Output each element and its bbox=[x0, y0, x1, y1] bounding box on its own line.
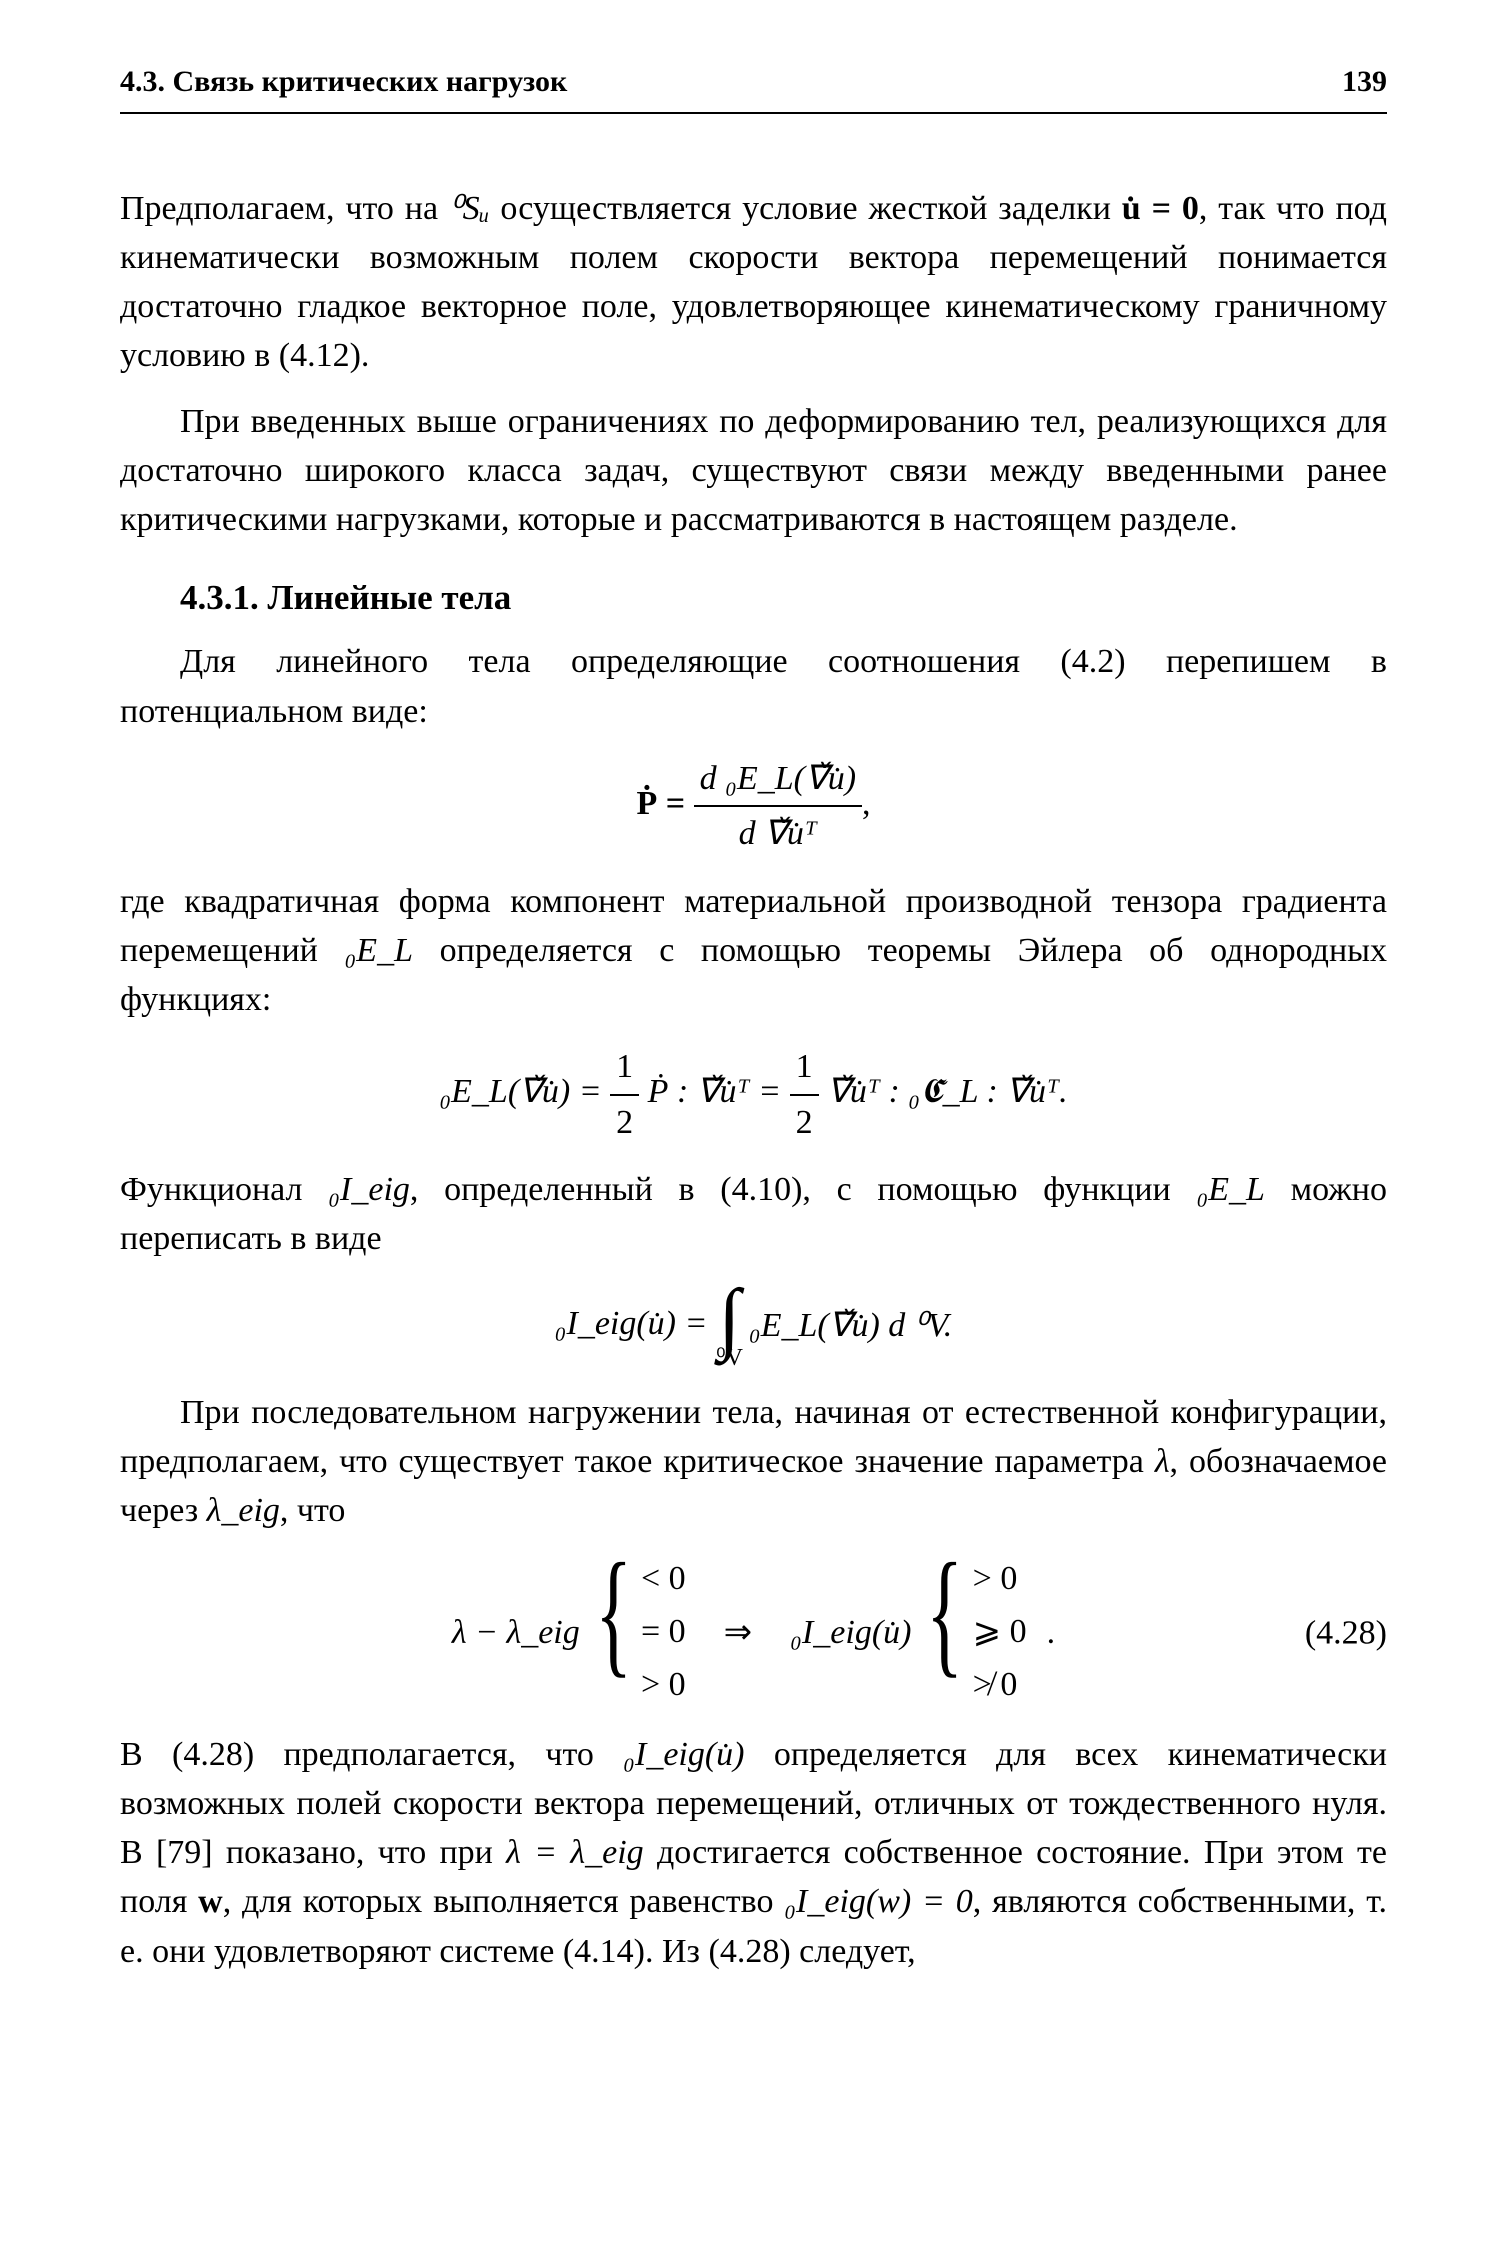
cases-left: { < 0 = 0 > 0 bbox=[594, 1553, 686, 1711]
text: Предполагаем, что на bbox=[120, 190, 449, 227]
text: В (4.28) предполагается, что bbox=[120, 1736, 623, 1773]
case-line: = 0 bbox=[641, 1606, 686, 1659]
math-num: 1 bbox=[790, 1042, 819, 1093]
math-lhs: ₀I_eig(u̇) = bbox=[555, 1304, 708, 1341]
header-section-title: Связь критических нагрузок bbox=[173, 65, 568, 98]
equation-content: λ − λ_eig { < 0 = 0 > 0 ⇒ ₀I_eig(u̇) { >… bbox=[452, 1553, 1055, 1711]
header-section-ref: 4.3. bbox=[120, 65, 165, 98]
case-line: ≯ 0 bbox=[973, 1659, 1027, 1712]
math-mid: Ṗ : ∇̌u̇ᵀ = bbox=[648, 1074, 781, 1111]
brace-icon: { bbox=[595, 1553, 632, 1711]
header-page-number: 139 bbox=[1342, 60, 1387, 104]
math-inline: ₀E_L bbox=[1196, 1171, 1265, 1208]
math-num: 1 bbox=[610, 1042, 639, 1093]
math-inline: λ = λ_eig bbox=[506, 1834, 644, 1871]
math-inline: ⁰Sᵤ bbox=[449, 190, 490, 227]
fraction: 1 2 bbox=[790, 1042, 819, 1147]
text: , для которых выполняется равенство bbox=[223, 1883, 785, 1920]
section-title: 4.3.1. Линейные тела bbox=[120, 573, 1387, 624]
paragraph-1: Предполагаем, что на ⁰Sᵤ осуществляется … bbox=[120, 184, 1387, 381]
text: Для линейного тела определяющие соотноше… bbox=[120, 643, 1387, 729]
math-rhs: ₀I_eig(u̇) bbox=[790, 1614, 911, 1651]
equation-content: ₀I_eig(u̇) = ∫ ⁰V ₀E_L(∇̌u̇) d ⁰V. bbox=[555, 1282, 953, 1370]
math-inline: λ_eig bbox=[207, 1492, 280, 1529]
header-left: 4.3. Связь критических нагрузок bbox=[120, 60, 567, 104]
case-line: < 0 bbox=[641, 1553, 686, 1606]
paragraph-2: При введенных выше ограничениях по дефор… bbox=[120, 397, 1387, 545]
integral-sign-icon: ∫ bbox=[718, 1282, 740, 1354]
case-line: > 0 bbox=[973, 1553, 1027, 1606]
integral-subscript: ⁰V bbox=[716, 1346, 743, 1370]
paragraph-5: Функционал ₀I_eig, определенный в (4.10)… bbox=[120, 1165, 1387, 1264]
math-inline: ₀E_L bbox=[344, 932, 413, 969]
text: При введенных выше ограничениях по дефор… bbox=[120, 403, 1387, 539]
integral-symbol: ∫ ⁰V bbox=[716, 1282, 743, 1370]
equation-1: Ṗ = d ₀E_L(∇̌u̇) d ∇̌u̇ᵀ , bbox=[120, 754, 1387, 859]
case-line: > 0 bbox=[641, 1659, 686, 1712]
running-header: 4.3. Связь критических нагрузок 139 bbox=[120, 60, 1387, 114]
paragraph-7: В (4.28) предполагается, что ₀I_eig(u̇) … bbox=[120, 1730, 1387, 1976]
cases-right: { > 0 ⩾ 0 ≯ 0 bbox=[925, 1553, 1026, 1711]
fraction: d ₀E_L(∇̌u̇) d ∇̌u̇ᵀ bbox=[694, 754, 862, 859]
page: 4.3. Связь критических нагрузок 139 Пред… bbox=[0, 0, 1497, 2251]
text: осуществляется условие жесткой заделки bbox=[490, 190, 1122, 227]
math-tail: . bbox=[1047, 1608, 1056, 1657]
math-lhs: ₀E_L(∇̌u̇) = bbox=[439, 1074, 601, 1111]
fraction: 1 2 bbox=[610, 1042, 639, 1147]
case-lines: > 0 ⩾ 0 ≯ 0 bbox=[965, 1553, 1027, 1711]
integral: ∫ ⁰V ₀E_L(∇̌u̇) d ⁰V. bbox=[716, 1282, 952, 1370]
case-line: ⩾ 0 bbox=[973, 1606, 1027, 1659]
equation-2: ₀E_L(∇̌u̇) = 1 2 Ṗ : ∇̌u̇ᵀ = 1 2 ∇̌u̇ᵀ :… bbox=[120, 1042, 1387, 1147]
math-num: d ₀E_L(∇̌u̇) bbox=[700, 760, 856, 797]
text: , определенный в (4.10), с помощью функц… bbox=[410, 1171, 1197, 1208]
math-tail: , bbox=[862, 785, 871, 822]
text: Функционал bbox=[120, 1171, 328, 1208]
math-inline: ₀I_eig bbox=[328, 1171, 410, 1208]
text: , что bbox=[280, 1492, 346, 1529]
equation-number: (4.28) bbox=[1305, 1608, 1387, 1657]
math-den: 2 bbox=[610, 1094, 639, 1147]
brace-icon: { bbox=[927, 1553, 964, 1711]
math-lhs: Ṗ = bbox=[636, 785, 685, 822]
math-lhs: λ − λ_eig bbox=[452, 1614, 580, 1651]
paragraph-6: При последовательном нагружении тела, на… bbox=[120, 1388, 1387, 1536]
equation-4: λ − λ_eig { < 0 = 0 > 0 ⇒ ₀I_eig(u̇) { >… bbox=[120, 1553, 1387, 1711]
math-integrand: ₀E_L(∇̌u̇) d ⁰V. bbox=[749, 1307, 952, 1344]
math-den: d ∇̌u̇ᵀ bbox=[739, 815, 817, 852]
case-lines: < 0 = 0 > 0 bbox=[633, 1553, 686, 1711]
math-inline: ₀I_eig(w) = 0 bbox=[784, 1883, 973, 1920]
equation-content: ₀E_L(∇̌u̇) = 1 2 Ṗ : ∇̌u̇ᵀ = 1 2 ∇̌u̇ᵀ :… bbox=[439, 1042, 1067, 1147]
paragraph-3: Для линейного тела определяющие соотноше… bbox=[120, 637, 1387, 736]
math-inline: w bbox=[198, 1883, 223, 1920]
math-mid: ∇̌u̇ᵀ : ₀𝕮̃_L : ∇̌u̇ᵀ. bbox=[827, 1074, 1068, 1111]
math-den: 2 bbox=[790, 1094, 819, 1147]
equation-content: Ṗ = d ₀E_L(∇̌u̇) d ∇̌u̇ᵀ , bbox=[636, 754, 870, 859]
paragraph-4: где квадратичная форма компонент материа… bbox=[120, 877, 1387, 1025]
math-inline: λ bbox=[1155, 1443, 1170, 1480]
section-title-text: 4.3.1. Линейные тела bbox=[180, 578, 511, 617]
math-inline: ₀I_eig(u̇) bbox=[623, 1736, 744, 1773]
equation-3: ₀I_eig(u̇) = ∫ ⁰V ₀E_L(∇̌u̇) d ⁰V. bbox=[120, 1282, 1387, 1370]
math-inline: u̇ = 0 bbox=[1122, 190, 1199, 227]
arrow-icon: ⇒ bbox=[724, 1608, 753, 1657]
